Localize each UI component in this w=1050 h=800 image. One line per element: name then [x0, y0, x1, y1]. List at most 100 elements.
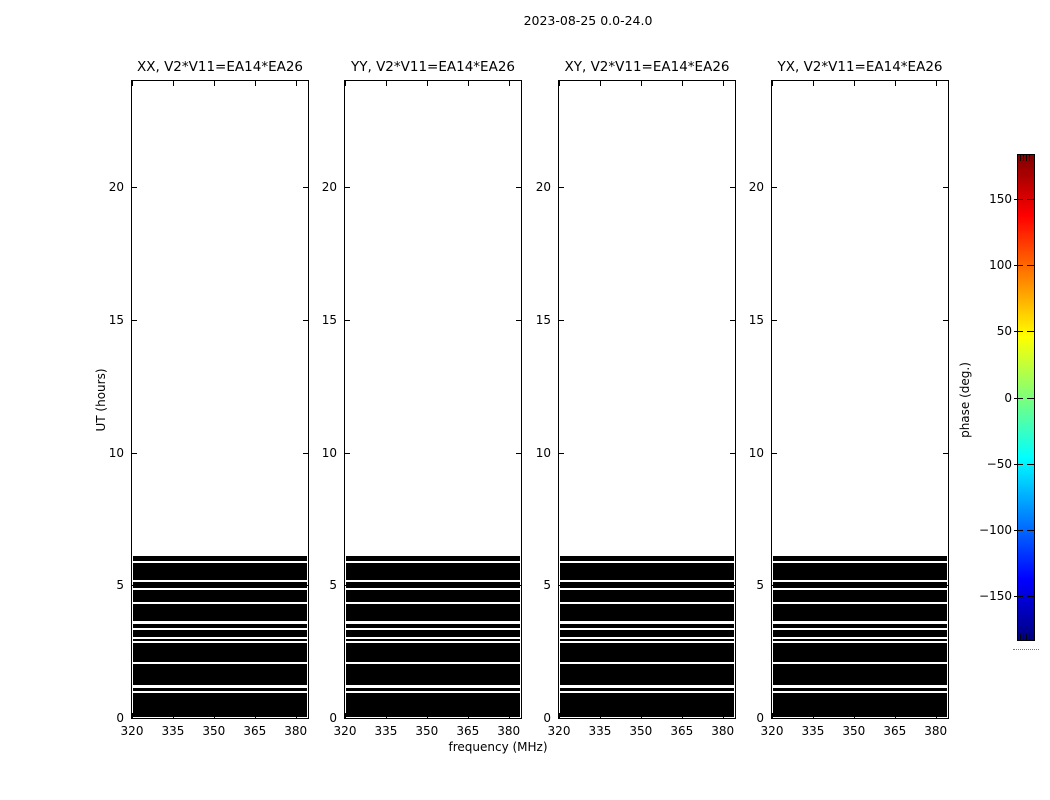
- x-tick-label: 350: [202, 724, 226, 738]
- colorbar-tick: [1027, 198, 1034, 200]
- flagged-gap-stripe: [560, 587, 734, 590]
- x-tick: [640, 81, 642, 86]
- flagged-gap-stripe: [773, 685, 947, 688]
- plot-area: [558, 80, 736, 719]
- y-tick: [516, 718, 521, 719]
- flagged-gap-stripe: [346, 641, 520, 644]
- flagged-gap-stripe: [560, 636, 734, 639]
- x-tick: [213, 81, 215, 86]
- flagged-gap-stripe: [560, 627, 734, 630]
- flagged-gap-stripe: [133, 636, 307, 639]
- flagged-gap-stripe: [773, 641, 947, 644]
- colorbar-tick: [1027, 463, 1034, 465]
- colorbar-bottom-hatch: [1020, 634, 1032, 640]
- flagged-gap-stripe: [560, 691, 734, 694]
- x-tick-label: 365: [243, 724, 267, 738]
- y-tick: [132, 718, 137, 719]
- flagged-gap-stripe: [346, 627, 520, 630]
- panel-xy: XY, V2*V11=EA14*EA26 320 335 350 365 380 0 5 10 1…: [536, 59, 736, 738]
- x-tick-label: 320: [333, 724, 357, 738]
- y-tick: [303, 187, 308, 189]
- x-tick: [599, 81, 601, 86]
- flagged-gap-stripe: [346, 580, 520, 582]
- colorbar-dotted-line: [1013, 649, 1039, 650]
- panel-title: XY, V2*V11=EA14*EA26: [564, 59, 730, 75]
- flagged-gap-stripe: [346, 691, 520, 694]
- flagged-gap-stripe: [133, 691, 307, 694]
- y-tick-label: 20: [108, 180, 124, 195]
- colorbar-tick-label: −50: [986, 456, 1012, 471]
- colorbar-tick: [1014, 198, 1023, 200]
- y-tick: [516, 452, 521, 454]
- colorbar-tick-label: 100: [989, 257, 1012, 272]
- y-tick: [772, 452, 777, 454]
- x-tick: [172, 81, 174, 86]
- colorbar-tick: [1014, 463, 1023, 465]
- y-tick: [516, 187, 521, 189]
- y-tick-label: 0: [329, 711, 337, 725]
- colorbar-tick-label: −100: [979, 523, 1012, 537]
- y-tick-label: 20: [321, 180, 337, 195]
- flagged-gap-stripe: [773, 627, 947, 630]
- panel-yy: YY, V2*V11=EA14*EA26 320 335 350 365 380 0 5 10 1…: [322, 59, 522, 738]
- y-tick: [730, 452, 735, 454]
- flagged-gap-stripe: [773, 580, 947, 582]
- x-tick: [254, 81, 256, 86]
- data-raster: [560, 555, 734, 717]
- x-tick-label: 365: [456, 724, 480, 738]
- colorbar-tick-label: 0: [1004, 390, 1012, 405]
- flagged-gap-stripe: [773, 560, 947, 564]
- flagged-gap-stripe: [773, 587, 947, 590]
- flagged-gap-stripe: [133, 661, 307, 665]
- y-tick-label: 15: [748, 312, 764, 327]
- colorbar-tick: [1027, 331, 1034, 333]
- flagged-gap-stripe: [773, 661, 947, 665]
- x-tick-label: 350: [629, 724, 653, 738]
- y-tick: [303, 452, 308, 454]
- x-tick: [467, 81, 469, 86]
- y-tick-label: 5: [756, 578, 764, 593]
- y-tick: [345, 319, 350, 321]
- y-tick: [730, 319, 735, 321]
- colorbar-tick: [1014, 596, 1023, 598]
- y-tick: [943, 319, 948, 321]
- x-tick: [295, 81, 297, 86]
- y-tick-label: 15: [321, 312, 337, 327]
- flagged-gap-stripe: [346, 587, 520, 590]
- colorbar-tick: [1014, 264, 1023, 266]
- flagged-gap-stripe: [133, 587, 307, 590]
- flagged-gap-stripe: [133, 560, 307, 564]
- y-tick-label: 0: [543, 711, 551, 725]
- figure-title: 2023-08-25 0.0-24.0: [523, 13, 653, 28]
- flagged-gap-stripe: [133, 621, 307, 624]
- flagged-gap-stripe: [133, 627, 307, 630]
- flagged-gap-stripe: [133, 580, 307, 582]
- flagged-gap-stripe: [346, 621, 520, 624]
- y-tick: [943, 718, 948, 719]
- y-tick-label: 0: [116, 711, 124, 725]
- y-tick-label: 5: [329, 578, 337, 593]
- flagged-gap-stripe: [773, 621, 947, 624]
- flagged-gap-stripe: [346, 560, 520, 564]
- flagged-gap-stripe: [560, 602, 734, 605]
- flagged-gap-stripe: [560, 621, 734, 624]
- colorbar-tick-label: −150: [979, 589, 1012, 604]
- y-tick-label: 10: [748, 445, 764, 460]
- colorbar-tick: [1027, 264, 1034, 266]
- colorbar-tick: [1027, 397, 1034, 399]
- y-tick: [345, 718, 350, 719]
- y-tick: [730, 718, 735, 719]
- y-axis-label: UT (hours): [94, 368, 108, 432]
- y-tick: [559, 319, 564, 321]
- panel-title: XX, V2*V11=EA14*EA26: [136, 59, 304, 75]
- colorbar-top-hatch: [1020, 155, 1032, 161]
- x-tick: [812, 81, 814, 86]
- x-tick-label: 350: [415, 724, 439, 738]
- flagged-gap-stripe: [560, 685, 734, 688]
- y-tick: [345, 187, 350, 189]
- plot-area: [344, 80, 522, 719]
- flagged-gap-stripe: [133, 641, 307, 644]
- y-tick-label: 5: [116, 578, 124, 593]
- x-tick-label: 335: [588, 724, 612, 738]
